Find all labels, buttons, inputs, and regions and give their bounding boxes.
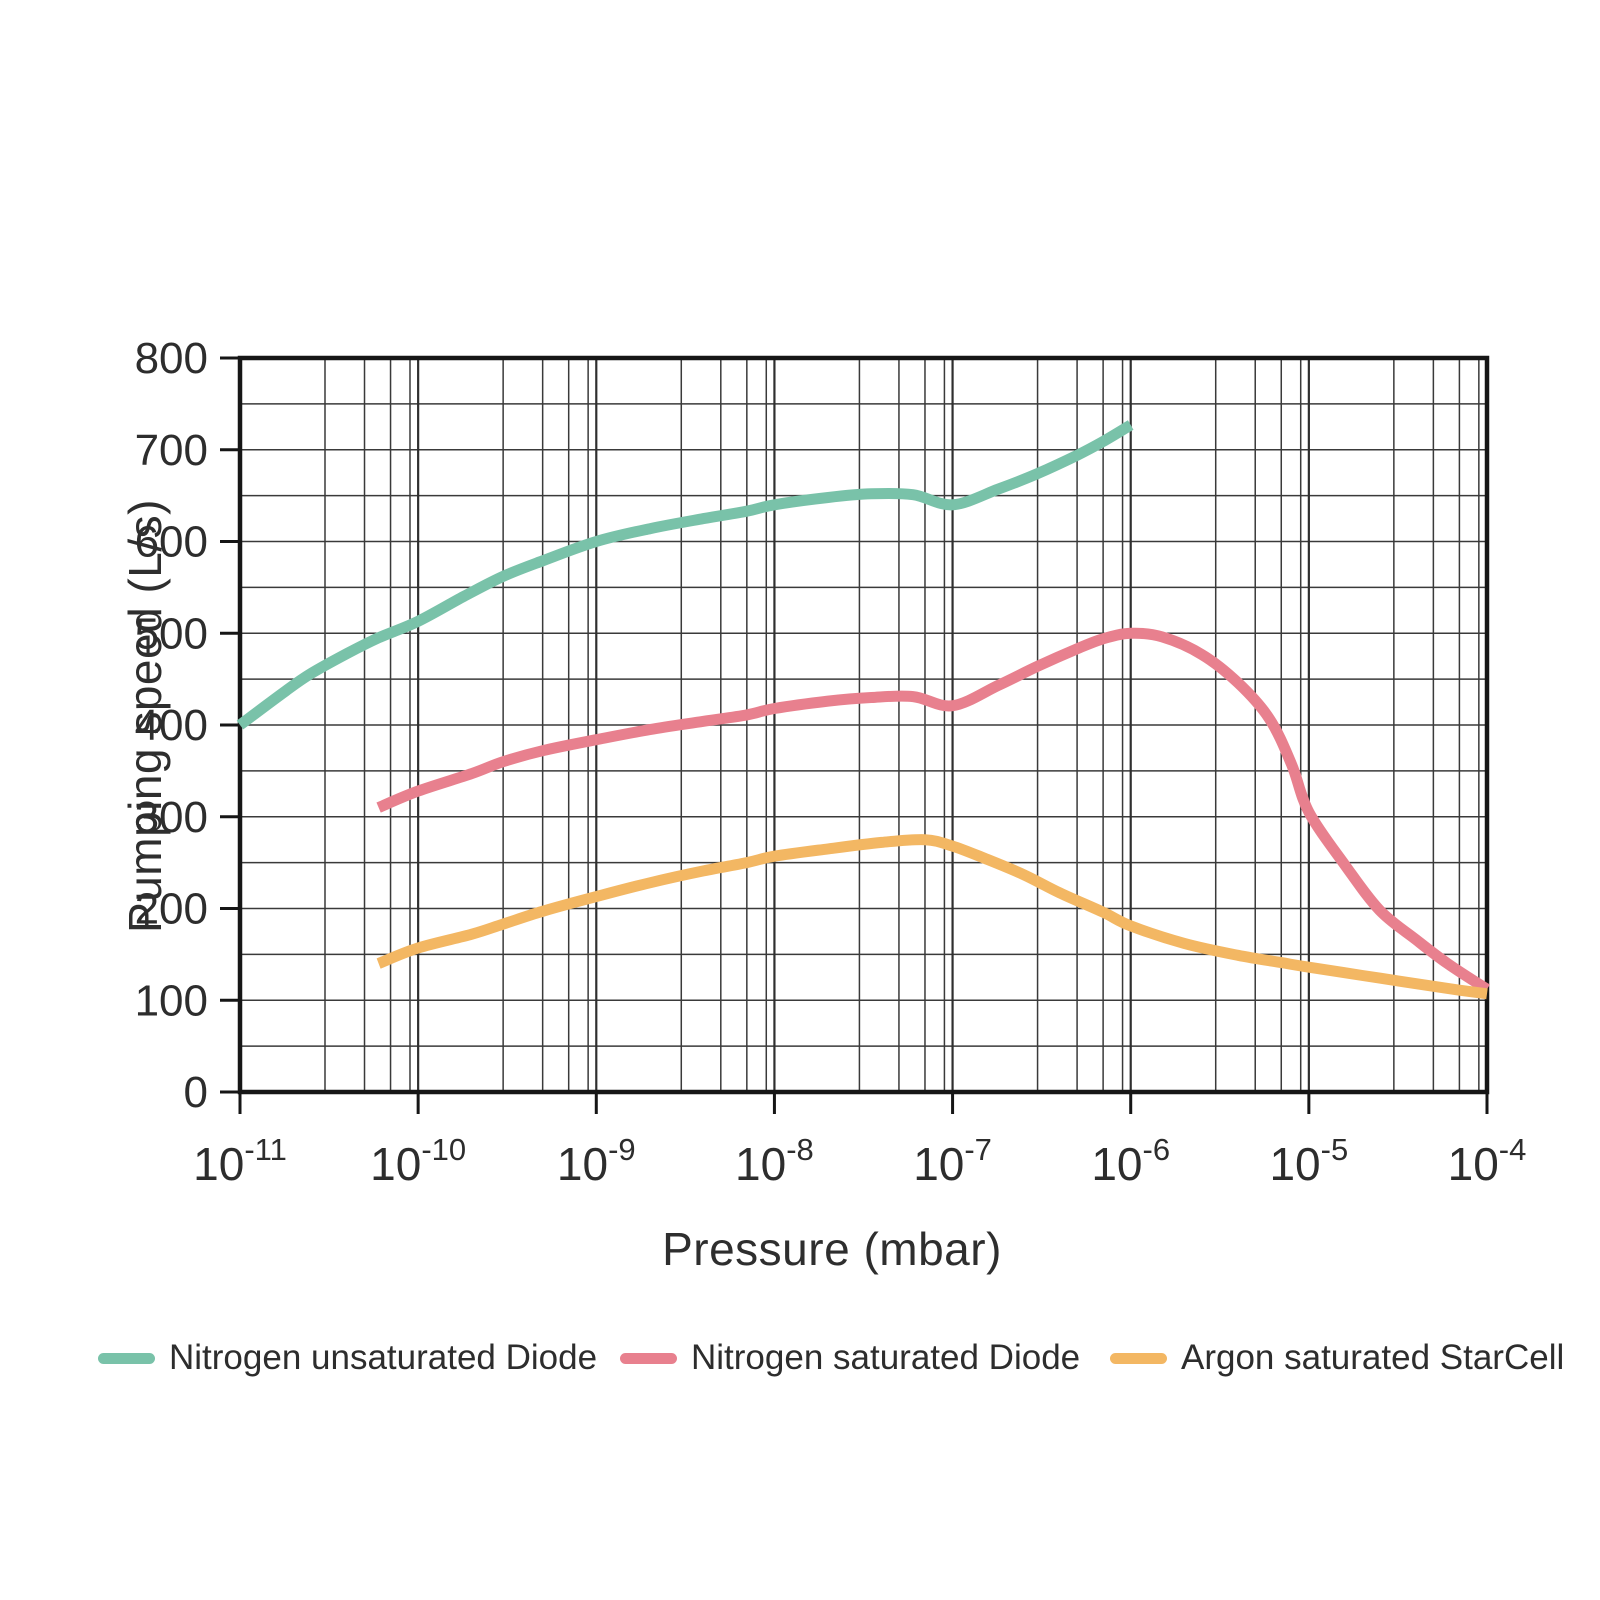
legend-label: Nitrogen unsaturated Diode xyxy=(169,1338,598,1377)
x-tick-label: 10-10 xyxy=(370,1132,466,1190)
y-tick-label: 500 xyxy=(135,609,208,658)
legend-item-argon-saturated-starcell: Argon saturated StarCell xyxy=(1110,1338,1564,1378)
legend-item-nitrogen-unsaturated-diode: Nitrogen unsaturated Diode xyxy=(98,1338,597,1378)
y-tick-label: 200 xyxy=(135,885,208,934)
y-tick-label: 700 xyxy=(135,426,208,475)
x-tick-label: 10-8 xyxy=(735,1132,814,1190)
axis-ticks xyxy=(220,356,1489,1114)
legend-label: Nitrogen saturated Diode xyxy=(691,1338,1081,1377)
y-tick-label: 300 xyxy=(135,793,208,842)
y-tick-label: 400 xyxy=(135,701,208,750)
legend-swatch-yellow xyxy=(1110,1352,1167,1364)
y-axis-title: Pumping speed (L/s) xyxy=(119,499,171,933)
x-tick-label: 10-6 xyxy=(1091,1132,1170,1190)
gridlines xyxy=(238,357,1489,1093)
x-tick-label: 10-5 xyxy=(1269,1132,1348,1190)
y-tick-label: 600 xyxy=(135,518,208,567)
x-tick-label: 10-11 xyxy=(193,1132,287,1190)
series-line-nitrogen-unsaturated-diode xyxy=(236,420,1134,730)
x-tick-label: 10-4 xyxy=(1448,1132,1527,1190)
y-tick-label: 800 xyxy=(135,334,208,383)
y-tick-label: 100 xyxy=(135,976,208,1025)
legend-swatch-teal xyxy=(98,1352,155,1364)
tick-labels: 0 100 200 300 400 500 600 700 800 10-11 10-10 10-9 1… xyxy=(135,334,1527,1190)
legend: Nitrogen unsaturated Diode Nitrogen satu… xyxy=(0,1338,1600,1378)
x-tick-label: 10-9 xyxy=(557,1132,636,1190)
x-axis-title: Pressure (mbar) xyxy=(662,1223,1002,1275)
legend-item-nitrogen-saturated-diode: Nitrogen saturated Diode xyxy=(620,1338,1080,1378)
legend-label: Argon saturated StarCell xyxy=(1181,1338,1565,1377)
series-lines xyxy=(236,420,1490,1000)
x-tick-label: 10-7 xyxy=(913,1132,992,1190)
legend-swatch-red xyxy=(620,1352,677,1364)
series-line-nitrogen-saturated-diode xyxy=(376,627,1490,994)
series-line-argon-saturated-starcell xyxy=(376,834,1488,1000)
y-tick-label: 0 xyxy=(184,1068,208,1117)
